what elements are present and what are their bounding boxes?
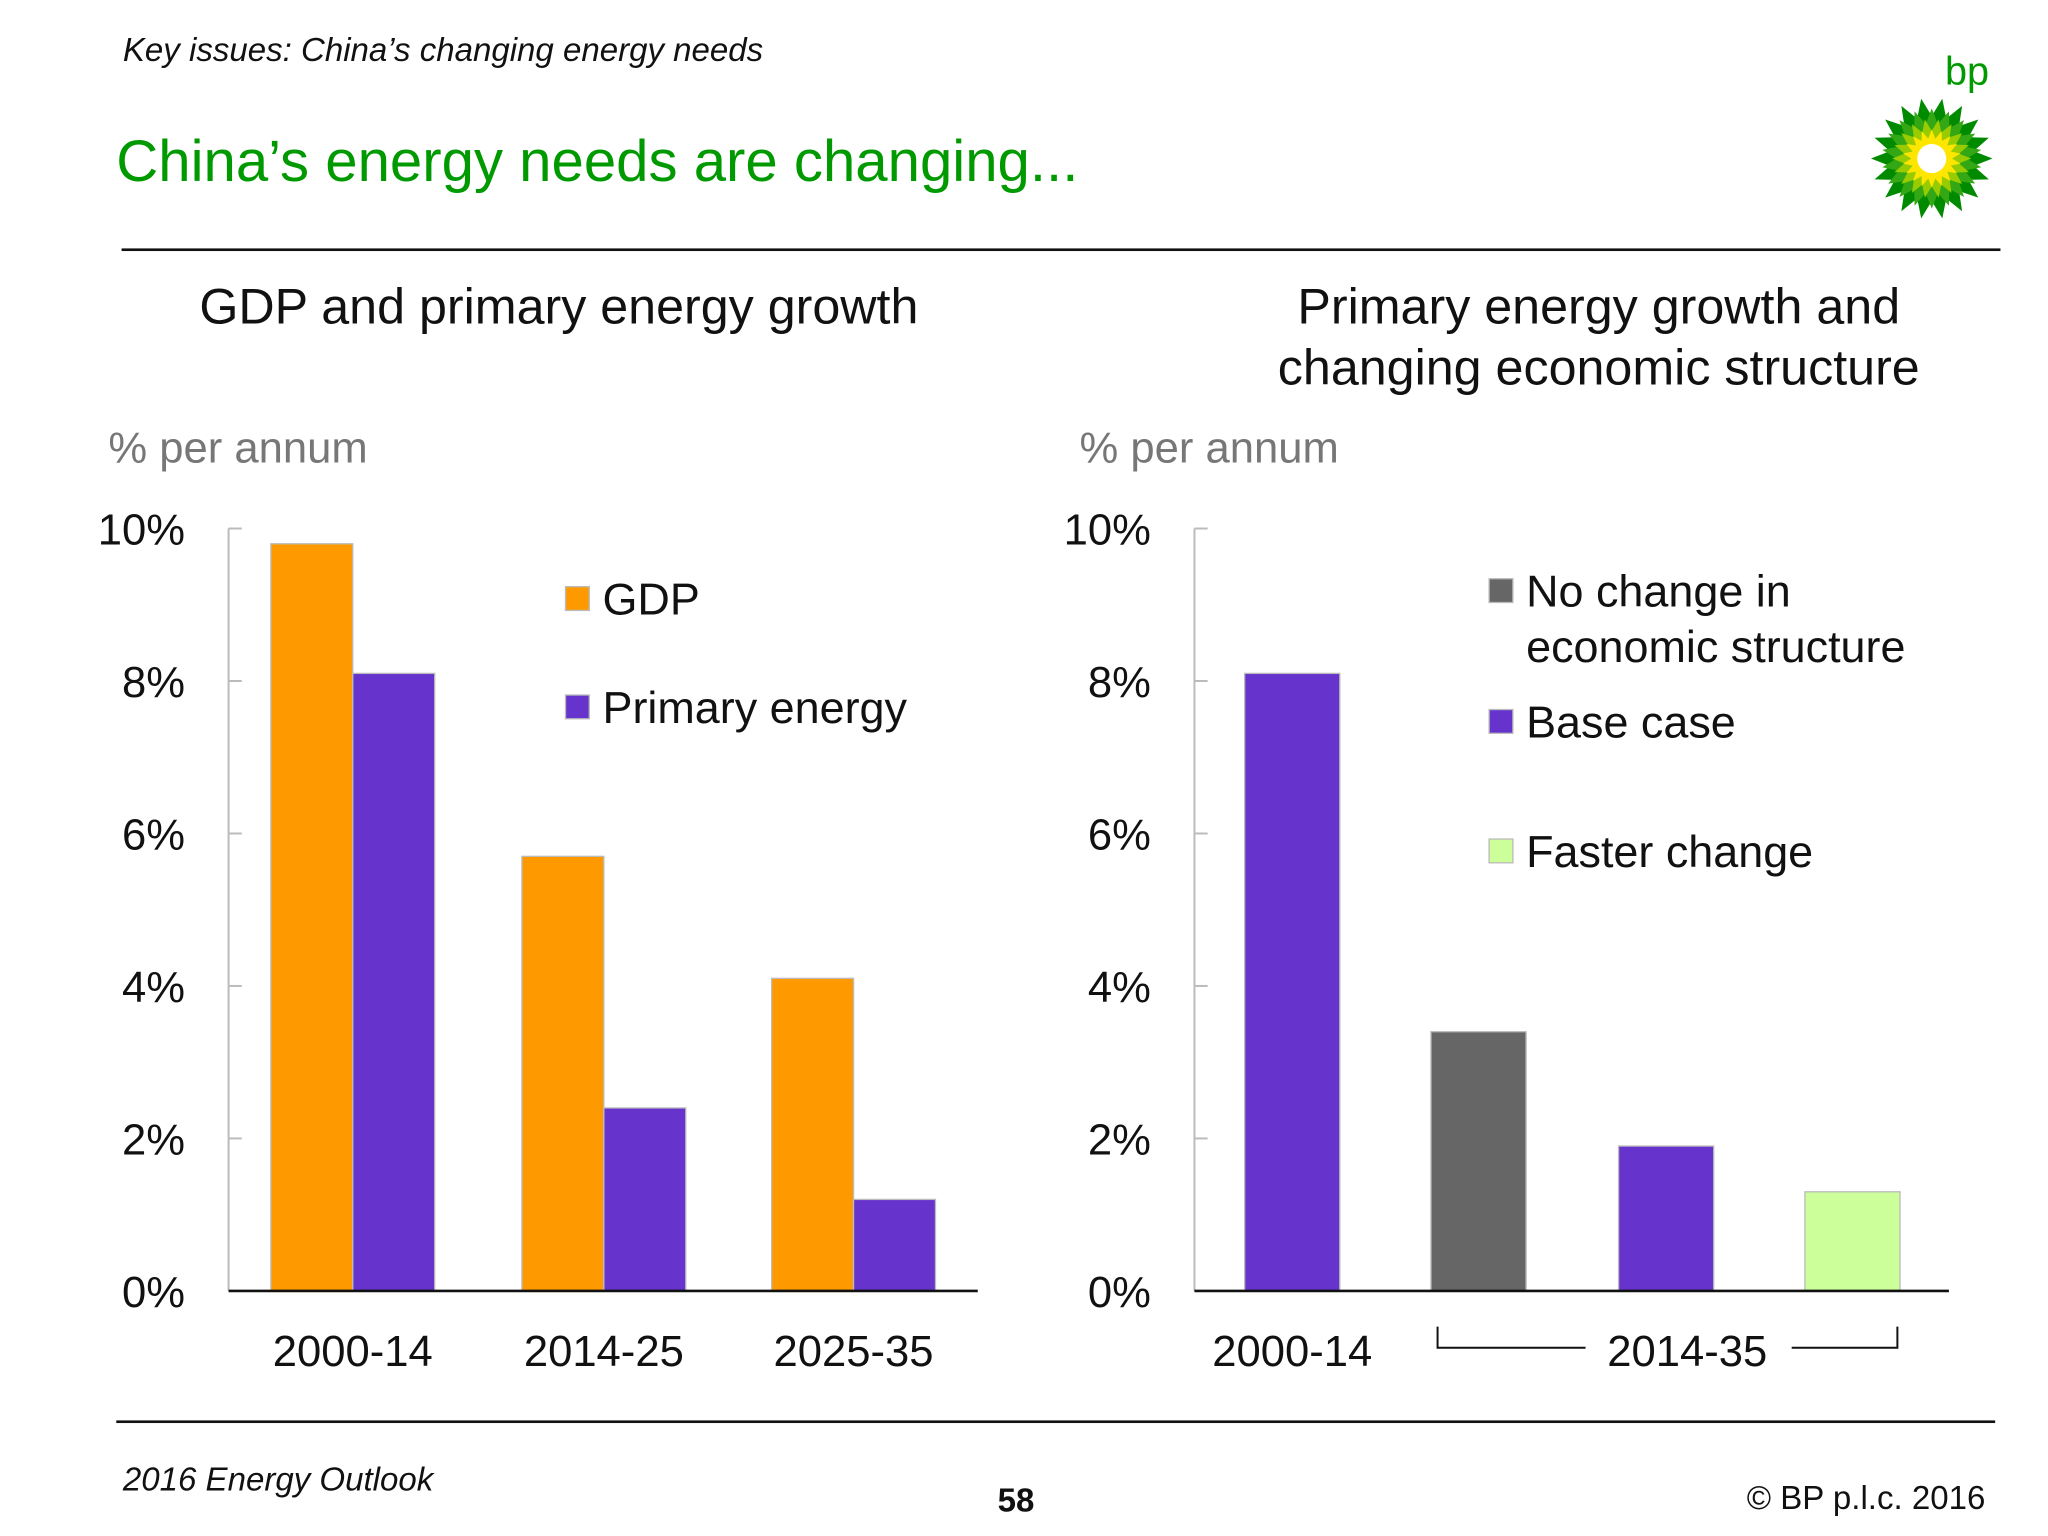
right-chart-title-line-1: Primary energy growth and xyxy=(1297,280,1901,336)
legend-label: GDP xyxy=(603,573,700,624)
right-y-tick-label: 0% xyxy=(1088,1269,1151,1317)
right-x-tick-label: 2000-14 xyxy=(1212,1328,1372,1376)
period-bracket-right xyxy=(1791,1326,1899,1349)
legend-label: Faster change xyxy=(1526,826,1813,877)
left-y-tick-label: 4% xyxy=(122,964,185,1012)
right-y-unit: % per annum xyxy=(1079,422,1339,472)
left-x-tick-label: 2025-35 xyxy=(774,1328,934,1376)
page-number: 58 xyxy=(997,1482,1035,1520)
left-y-unit: % per annum xyxy=(108,422,368,472)
slide-title: China’s energy needs are changing... xyxy=(116,129,1079,195)
legend-label: Base case xyxy=(1526,696,1736,747)
right-y-tick-label: 8% xyxy=(1088,659,1151,707)
left-y-tick-label: 2% xyxy=(122,1116,185,1164)
right-y-tick-label: 6% xyxy=(1088,811,1151,859)
legend-label: No change in xyxy=(1526,565,1791,616)
left-chart-title: GDP and primary energy growth xyxy=(199,280,919,336)
bar-primary-energy xyxy=(603,1107,687,1292)
left-y-tick-label: 10% xyxy=(98,506,185,554)
bp-logo: bp xyxy=(1866,50,1998,222)
legend-swatch xyxy=(1488,838,1514,864)
bp-helios-logo-icon xyxy=(1870,98,1993,219)
header-divider xyxy=(121,248,2001,252)
right-x-tick-label: 2014-35 xyxy=(1607,1328,1767,1376)
bar-gdp xyxy=(770,977,855,1292)
bar-gdp xyxy=(270,543,354,1292)
bar-base-case xyxy=(1244,672,1341,1292)
bar-primary-energy xyxy=(852,1198,937,1292)
bar-primary-energy xyxy=(352,672,436,1292)
bp-logo-text: bp xyxy=(1944,50,1990,94)
bar-faster-change xyxy=(1804,1191,1901,1292)
left-y-tick-label: 6% xyxy=(122,811,185,859)
right-chart-title: Primary energy growth and changing econo… xyxy=(1189,277,2008,399)
left-x-tick-label: 2014-25 xyxy=(524,1328,684,1376)
left-y-tick-label: 0% xyxy=(122,1269,185,1317)
bar-no-change-in-economic-structure xyxy=(1430,1031,1527,1292)
right-y-tick-label: 4% xyxy=(1088,964,1151,1012)
legend-label: economic structure xyxy=(1526,621,1905,672)
legend-label: Primary energy xyxy=(603,682,908,733)
right-y-tick-label: 2% xyxy=(1088,1116,1151,1164)
legend-swatch xyxy=(1488,578,1514,604)
bar-base-case xyxy=(1617,1145,1715,1292)
right-y-tick-label: 10% xyxy=(1064,506,1151,554)
footer-source: 2016 Energy Outlook xyxy=(122,1461,434,1499)
legend-swatch xyxy=(1488,708,1514,734)
legend-swatch-gdp xyxy=(564,585,590,612)
period-bracket-left xyxy=(1436,1326,1586,1349)
slide-kicker: Key issues: China’s changing energy need… xyxy=(122,31,764,69)
footer-divider xyxy=(116,1420,1996,1424)
left-y-tick-label: 8% xyxy=(122,659,185,707)
right-chart-title-line-2: changing economic structure xyxy=(1277,340,1920,397)
copyright: © BP p.l.c. 2016 xyxy=(1746,1479,1986,1517)
helios-center xyxy=(1917,144,1947,174)
left-x-tick-label: 2000-14 xyxy=(273,1328,433,1376)
bar-gdp xyxy=(521,855,605,1292)
legend-swatch-primary-energy xyxy=(564,694,590,720)
